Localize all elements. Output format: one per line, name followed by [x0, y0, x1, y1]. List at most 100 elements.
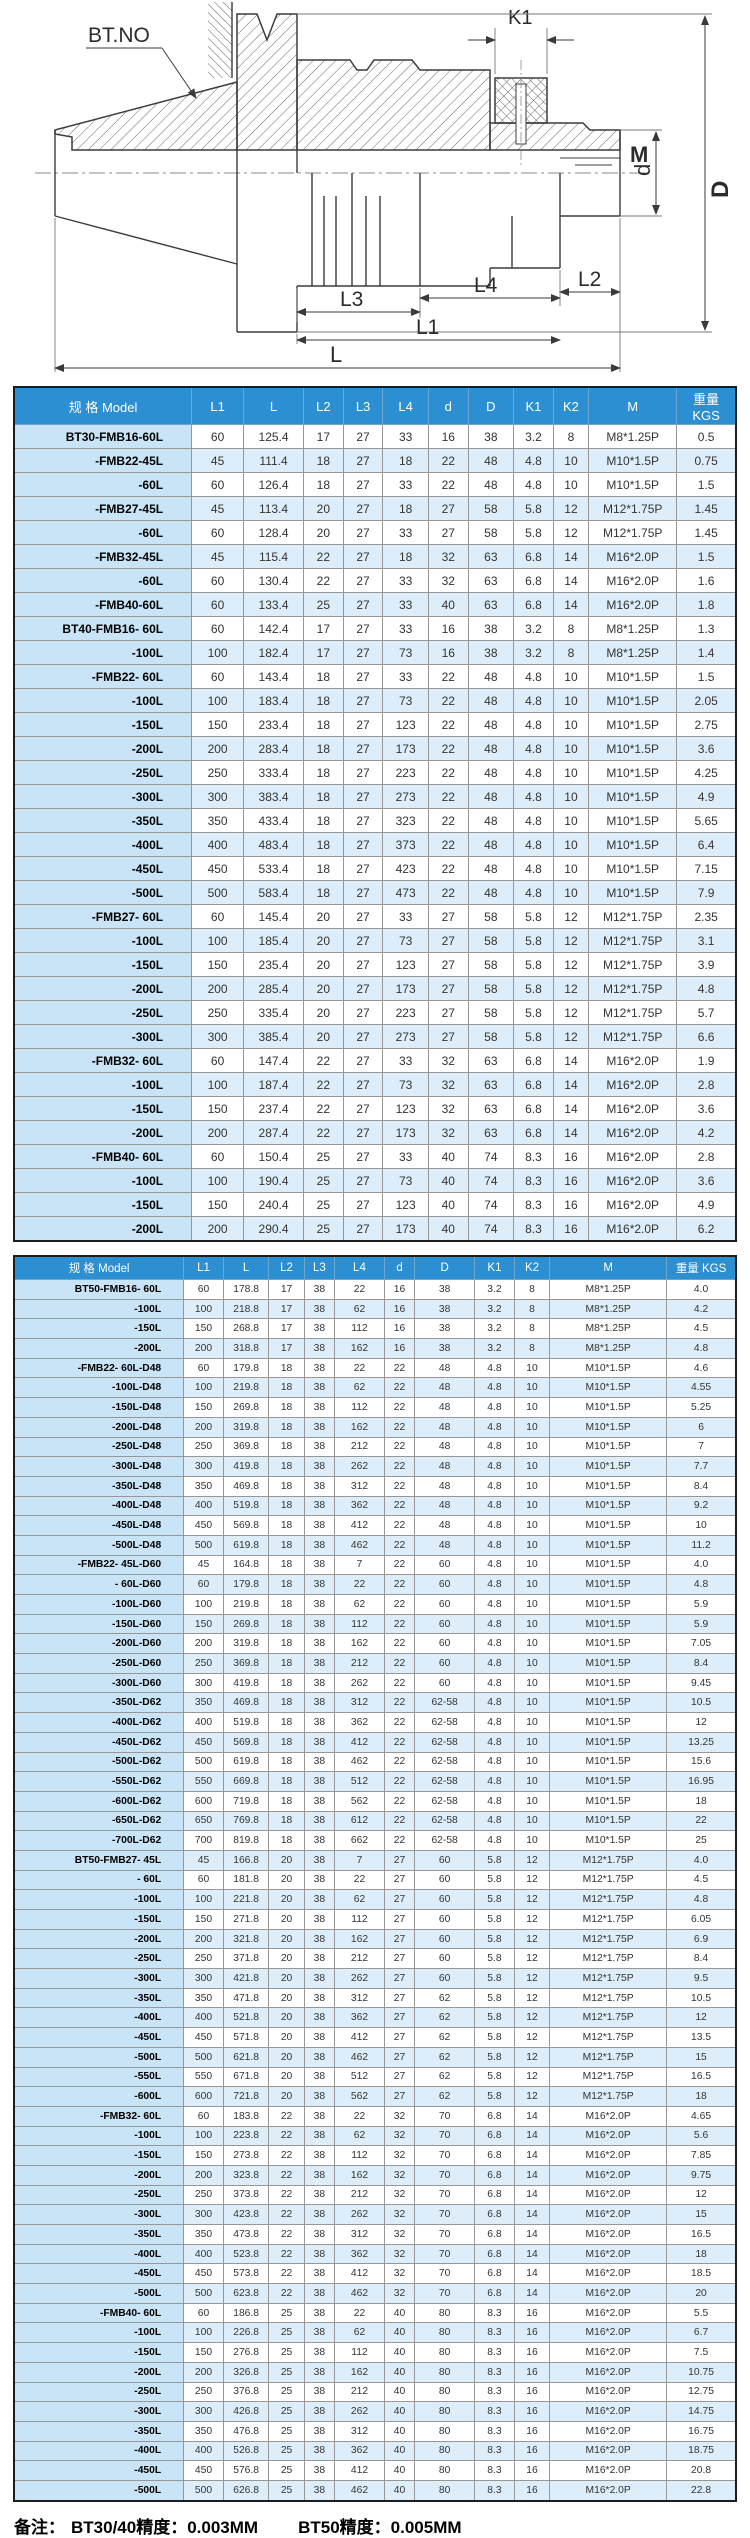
model-cell: -450L-D62 [13, 1731, 185, 1753]
value-cell: 400 [191, 832, 245, 857]
model-cell: -60L [13, 520, 193, 545]
value-cell: 521.8 [222, 2007, 270, 2029]
value-cell: 1.6 [676, 568, 737, 593]
value-cell: 14 [513, 2164, 551, 2186]
value-cell: 16 [513, 2361, 551, 2383]
value-cell: 562 [334, 1790, 385, 1812]
value-cell: 10 [513, 1633, 551, 1655]
value-cell: 573.8 [222, 2263, 270, 2285]
spec-row: -FMB27- 60L 60 145.4 20 27 33 27 58 5.8 12 M12*1.7… [13, 904, 737, 929]
value-cell: 150 [183, 1613, 224, 1635]
column-header: L [243, 386, 304, 425]
value-cell: 12 [552, 928, 590, 953]
l3-label: L3 [340, 288, 363, 311]
value-cell: 5.8 [513, 496, 554, 521]
value-cell: 40 [383, 2420, 416, 2442]
value-cell: 10 [552, 688, 590, 713]
value-cell: 16 [383, 1318, 416, 1340]
value-cell: 27 [383, 1968, 416, 1989]
value-cell: 350 [183, 2420, 224, 2442]
value-cell: 40 [427, 1144, 469, 1169]
value-cell: 22 [427, 760, 469, 785]
value-cell: 63 [467, 568, 515, 593]
value-cell: 62 [414, 1987, 476, 2009]
value-cell: 20 [268, 1987, 305, 2009]
value-cell: 14 [513, 2125, 551, 2147]
value-cell: 33 [382, 568, 429, 593]
value-cell: 32 [427, 1096, 469, 1121]
value-cell: 12 [513, 2027, 551, 2048]
value-cell: 12 [513, 1869, 551, 1891]
value-cell: M8*1.25P [588, 640, 678, 665]
value-cell: 500 [183, 1534, 224, 1556]
value-cell: 22 [383, 1436, 416, 1458]
value-cell: 16.5 [666, 2066, 737, 2088]
value-cell: 38 [303, 2125, 336, 2147]
model-cell: -300L [13, 784, 193, 809]
value-cell: 300 [183, 2204, 224, 2225]
value-cell: 147.4 [243, 1048, 304, 1073]
model-cell: -250L [13, 2381, 185, 2403]
value-cell: 4.8 [513, 880, 554, 905]
value-cell: 1.9 [676, 1048, 737, 1073]
value-cell: 62-58 [414, 1790, 476, 1812]
value-cell: 25 [666, 1830, 737, 1851]
value-cell: 62-58 [414, 1712, 476, 1733]
value-cell: 0.75 [676, 448, 737, 473]
value-cell: 6.8 [474, 2283, 515, 2304]
l4-label: L4 [474, 274, 498, 297]
value-cell: 10 [666, 1515, 737, 1536]
value-cell: 319.8 [222, 1633, 270, 1655]
value-cell: 18 [268, 1515, 305, 1536]
value-cell: 112 [334, 1397, 385, 1418]
value-cell: 5.25 [666, 1397, 737, 1418]
value-cell: 4.5 [666, 1318, 737, 1340]
value-cell: 6.8 [513, 1120, 554, 1145]
value-cell: 74 [467, 1216, 515, 1242]
value-cell: 4.8 [666, 1889, 737, 1910]
value-cell: 223.8 [222, 2125, 270, 2147]
value-cell: 619.8 [222, 1751, 270, 1773]
value-cell: 18 [303, 712, 344, 737]
model-cell: -450L-D48 [13, 1515, 185, 1536]
value-cell: 17 [268, 1298, 305, 1320]
gripper-groove-flange-section [236, 13, 298, 151]
value-cell: 16 [427, 616, 469, 641]
value-cell: 519.8 [222, 1712, 270, 1733]
value-cell: 419.8 [222, 1456, 270, 1477]
value-cell: 60 [191, 592, 245, 617]
value-cell: 80 [414, 2381, 476, 2403]
spec-row: -300L 300 426.8 25 38 262 40 80 8.3 16 M16*2.0P 14.… [13, 2401, 737, 2422]
value-cell: 22 [383, 1456, 416, 1477]
value-cell: 6.8 [513, 592, 554, 617]
value-cell: 25 [268, 2381, 305, 2403]
value-cell: 383.4 [243, 784, 304, 809]
value-cell: 12 [552, 1000, 590, 1025]
value-cell: 27 [383, 1928, 416, 1950]
value-cell: 112 [334, 2145, 385, 2166]
value-cell: 362 [334, 2243, 385, 2265]
value-cell: 22 [268, 2224, 305, 2245]
value-cell: 300 [183, 1456, 224, 1477]
value-cell: 73 [382, 1168, 429, 1193]
model-cell: -150L [13, 712, 193, 737]
value-cell: 5.7 [676, 1000, 737, 1025]
value-cell: 12 [513, 2086, 551, 2107]
value-cell: 27 [342, 736, 384, 761]
value-cell: M10*1.5P [549, 1653, 668, 1674]
spec-row: -150L 150 233.4 18 27 123 22 48 4.8 10 M10*1.5P 2.7… [13, 712, 737, 737]
value-cell: M16*2.0P [588, 1144, 678, 1169]
value-cell: 719.8 [222, 1790, 270, 1812]
value-cell: 273 [382, 1024, 429, 1049]
value-cell: M10*1.5P [549, 1456, 668, 1477]
value-cell: 22 [383, 1771, 416, 1792]
value-cell: 1.8 [676, 592, 737, 617]
value-cell: 17 [303, 616, 344, 641]
value-cell: M12*1.75P [549, 1928, 668, 1950]
value-cell: M12*1.75P [549, 1948, 668, 1970]
value-cell: 8.3 [474, 2440, 515, 2462]
value-cell: 1.3 [676, 616, 737, 641]
value-cell: 4.8 [474, 1594, 515, 1615]
value-cell: 60 [191, 1144, 245, 1169]
column-header: 规 格 Model [13, 386, 193, 425]
